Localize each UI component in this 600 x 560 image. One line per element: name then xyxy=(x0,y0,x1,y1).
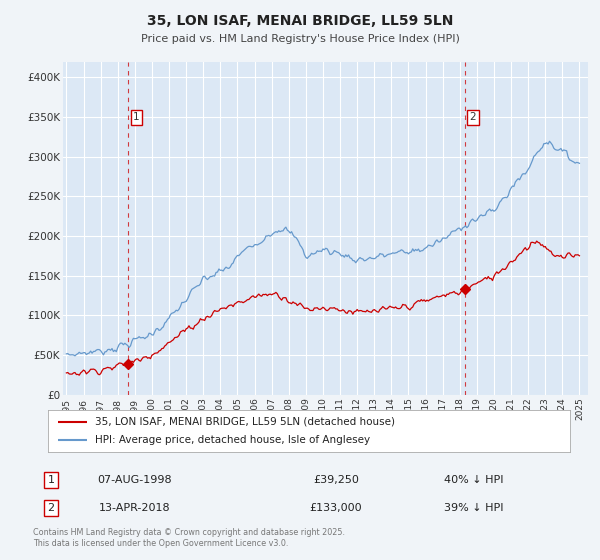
Text: 07-AUG-1998: 07-AUG-1998 xyxy=(98,475,172,485)
Text: 13-APR-2018: 13-APR-2018 xyxy=(99,503,171,513)
Text: 1: 1 xyxy=(133,112,140,122)
Text: 2: 2 xyxy=(470,112,476,122)
Text: 40% ↓ HPI: 40% ↓ HPI xyxy=(444,475,504,485)
Text: £39,250: £39,250 xyxy=(313,475,359,485)
Text: 39% ↓ HPI: 39% ↓ HPI xyxy=(444,503,504,513)
Text: 35, LON ISAF, MENAI BRIDGE, LL59 5LN: 35, LON ISAF, MENAI BRIDGE, LL59 5LN xyxy=(147,14,453,28)
Text: 35, LON ISAF, MENAI BRIDGE, LL59 5LN (detached house): 35, LON ISAF, MENAI BRIDGE, LL59 5LN (de… xyxy=(95,417,395,427)
Text: 2: 2 xyxy=(47,503,55,513)
Text: £133,000: £133,000 xyxy=(310,503,362,513)
Text: 1: 1 xyxy=(47,475,55,485)
Text: Price paid vs. HM Land Registry's House Price Index (HPI): Price paid vs. HM Land Registry's House … xyxy=(140,34,460,44)
Text: HPI: Average price, detached house, Isle of Anglesey: HPI: Average price, detached house, Isle… xyxy=(95,435,370,445)
Text: Contains HM Land Registry data © Crown copyright and database right 2025.
This d: Contains HM Land Registry data © Crown c… xyxy=(33,528,345,548)
